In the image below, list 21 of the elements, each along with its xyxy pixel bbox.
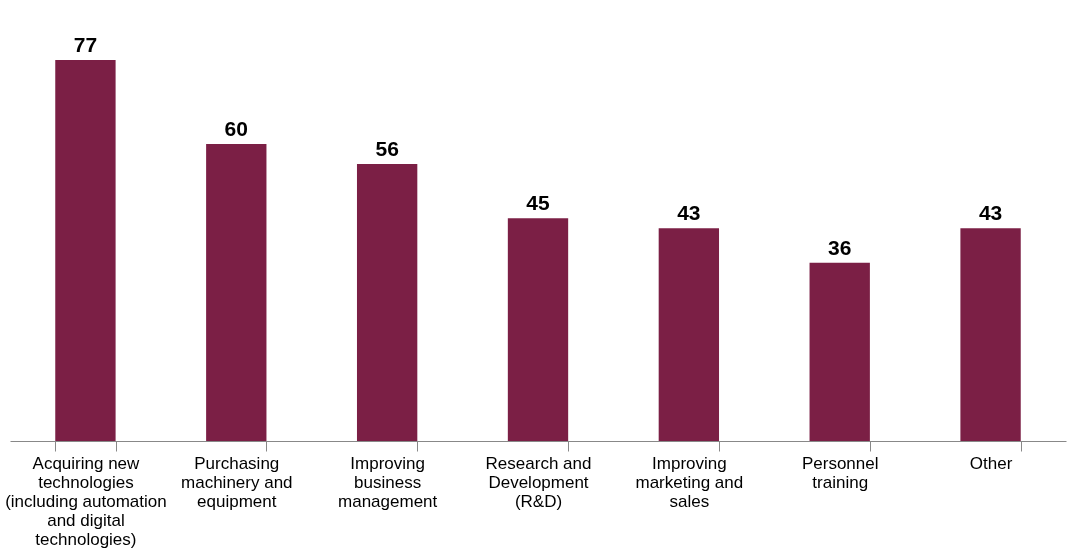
x-tick-label: Purchasing machinery and equipment — [181, 453, 293, 511]
x-tick-label: Improving marketing and sales — [635, 453, 744, 511]
x-tick-label: Improving business management — [338, 453, 438, 511]
data-label: 60 — [224, 117, 248, 141]
data-label: 43 — [677, 201, 701, 225]
bar — [55, 60, 116, 441]
bar — [356, 163, 418, 441]
x-tick-label: Other — [969, 453, 1013, 473]
bar — [658, 228, 720, 441]
data-label: 56 — [375, 136, 399, 160]
bar — [809, 262, 870, 441]
data-label: 36 — [828, 235, 852, 259]
x-tick-label: Personnel training — [801, 453, 879, 492]
bar — [507, 218, 569, 441]
data-label: 77 — [73, 33, 98, 56]
bar — [960, 228, 1021, 441]
x-tick-label: Acquiring new technologies (including automation and digital technologies) — [5, 453, 167, 549]
x-tick-label: Research and Development (R&D) — [485, 453, 592, 511]
bar — [206, 144, 267, 441]
data-label: 45 — [526, 191, 550, 215]
data-label: 43 — [978, 201, 1003, 225]
